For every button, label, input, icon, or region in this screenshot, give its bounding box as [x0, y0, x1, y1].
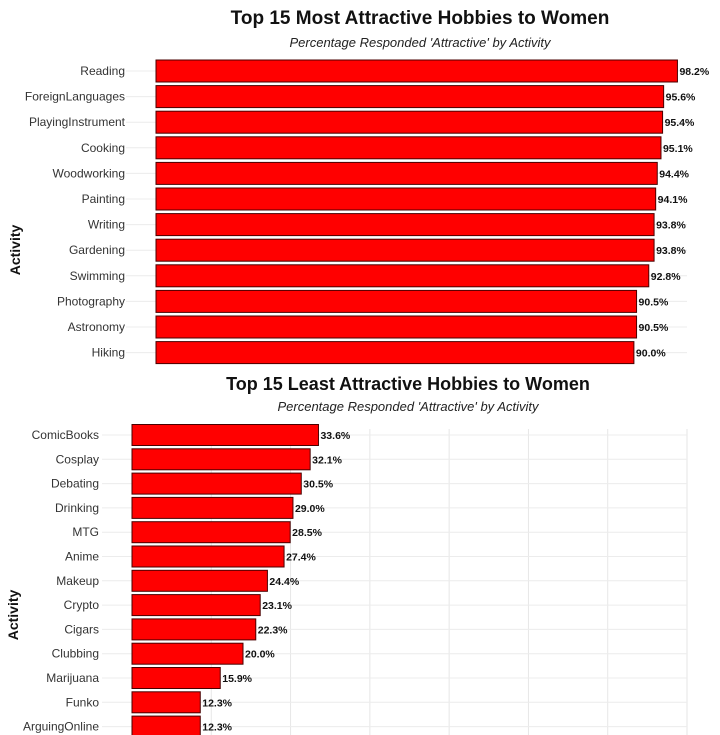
bottom-chart-value-label: 22.3% — [258, 624, 288, 636]
top-chart-bar — [155, 289, 638, 313]
top-chart-category-label: PlayingInstrument — [29, 115, 126, 129]
bottom-chart-plot: ComicBooks 33.6% Cosplay 32.1% Debating 30.5%… — [5, 424, 688, 735]
bottom-chart-category-label: ComicBooks — [32, 428, 99, 442]
bottom-chart-category-label: MTG — [72, 525, 99, 539]
top-chart-category-label: Gardening — [69, 243, 125, 257]
bottom-chart-value-label: 33.6% — [320, 430, 350, 442]
top-chart-bar — [155, 161, 658, 185]
top-chart-value-label: 90.5% — [639, 296, 669, 308]
top-chart-category-label: Swimming — [70, 269, 125, 283]
top-chart-category-label: Astronomy — [68, 320, 125, 334]
top-chart-category-label: ForeignLanguages — [25, 90, 125, 104]
bottom-chart-category-label: Clubbing — [52, 647, 99, 661]
bottom-chart-bar — [131, 594, 261, 617]
bottom-chart-category-label: Cosplay — [56, 452, 99, 466]
top-chart-value-label: 94.4% — [659, 168, 689, 180]
bottom-chart-subtitle: Percentage Responded 'Attractive' by Act… — [277, 399, 539, 414]
bottom-chart-bar — [131, 569, 268, 592]
bottom-chart-bar — [131, 424, 319, 446]
bottom-chart-value-label: 27.4% — [286, 552, 316, 564]
top-chart-bar — [155, 59, 678, 83]
top-chart-bar — [155, 187, 657, 211]
top-chart-bar — [155, 238, 655, 262]
top-chart-bar — [155, 85, 665, 109]
bottom-chart-value-label: 15.9% — [222, 673, 252, 685]
bottom-chart-category-label: Anime — [65, 550, 99, 564]
bottom-chart-y-axis-label: Activity — [5, 590, 21, 641]
bottom-chart-category-label: Debating — [51, 477, 99, 491]
bottom-chart-panel: Top 15 Least Attractive Hobbies to Women… — [0, 370, 720, 735]
top-chart-value-label: 90.0% — [636, 348, 666, 360]
top-chart-plot: Reading 98.2% ForeignLanguages 95.6% Playing… — [7, 59, 710, 365]
top-chart-panel: Top 15 Most Attractive Hobbies to Women … — [7, 8, 710, 365]
top-chart-category-label: Cooking — [81, 141, 125, 155]
bottom-chart-category-label: Funko — [66, 695, 100, 709]
bottom-chart-value-label: 23.1% — [262, 600, 292, 612]
bottom-chart-bar — [131, 667, 221, 689]
top-chart-bar — [155, 264, 650, 288]
bottom-chart-title: Top 15 Least Attractive Hobbies to Women — [226, 374, 590, 394]
top-chart-bar — [155, 136, 662, 160]
bottom-chart-value-label: 20.0% — [245, 649, 275, 661]
top-chart-category-label: Hiking — [92, 346, 125, 360]
bottom-chart-value-label: 28.5% — [292, 527, 322, 539]
top-chart-bar — [155, 315, 638, 339]
top-chart-bar — [155, 213, 655, 237]
bottom-chart-bar — [131, 521, 291, 544]
bottom-chart-category-label: Drinking — [55, 501, 99, 515]
top-chart-category-label: Photography — [57, 294, 125, 308]
top-chart-value-label: 98.2% — [679, 66, 709, 78]
top-chart-value-label: 95.1% — [663, 143, 693, 155]
bottom-chart-value-label: 24.4% — [269, 576, 299, 588]
top-chart-subtitle: Percentage Responded 'Attractive' by Act… — [289, 35, 551, 50]
bottom-chart-value-label: 29.0% — [295, 503, 325, 515]
bottom-chart-bar — [131, 472, 302, 495]
bottom-chart-bar — [131, 496, 294, 519]
top-chart-category-label: Writing — [88, 218, 125, 232]
top-chart-value-label: 93.8% — [656, 245, 686, 257]
top-chart-value-label: 95.4% — [665, 117, 695, 129]
bottom-chart-bar — [131, 545, 285, 568]
bottom-chart-value-label: 12.3% — [202, 722, 232, 734]
bottom-chart-value-label: 30.5% — [303, 479, 333, 491]
top-chart-value-label: 93.8% — [656, 220, 686, 232]
top-chart-value-label: 90.5% — [639, 322, 669, 334]
bottom-chart-bar — [131, 448, 311, 471]
bottom-chart-bar — [131, 691, 201, 714]
top-chart-value-label: 92.8% — [651, 271, 681, 283]
bottom-chart-bar — [131, 642, 244, 665]
top-chart-value-label: 94.1% — [658, 194, 688, 206]
top-chart-category-label: Reading — [80, 64, 125, 78]
top-chart-bar — [155, 110, 664, 134]
top-chart-title: Top 15 Most Attractive Hobbies to Women — [230, 8, 610, 29]
top-chart-category-label: Woodworking — [53, 166, 125, 180]
bottom-chart-category-label: Cigars — [64, 622, 99, 636]
bottom-chart-category-label: Marijuana — [46, 671, 99, 685]
bottom-chart-bar — [131, 715, 201, 735]
top-chart-y-axis-label: Activity — [7, 225, 23, 276]
bottom-chart-category-label: ArguingOnline — [23, 720, 99, 734]
bottom-chart-value-label: 12.3% — [202, 697, 232, 709]
top-chart-category-label: Painting — [82, 192, 125, 206]
top-chart-bar — [155, 341, 635, 365]
top-chart-value-label: 95.6% — [666, 92, 696, 104]
bottom-chart-category-label: Makeup — [56, 574, 99, 588]
bottom-chart-value-label: 32.1% — [312, 454, 342, 466]
bottom-chart-bar — [131, 618, 257, 641]
bottom-chart-category-label: Crypto — [64, 598, 100, 612]
